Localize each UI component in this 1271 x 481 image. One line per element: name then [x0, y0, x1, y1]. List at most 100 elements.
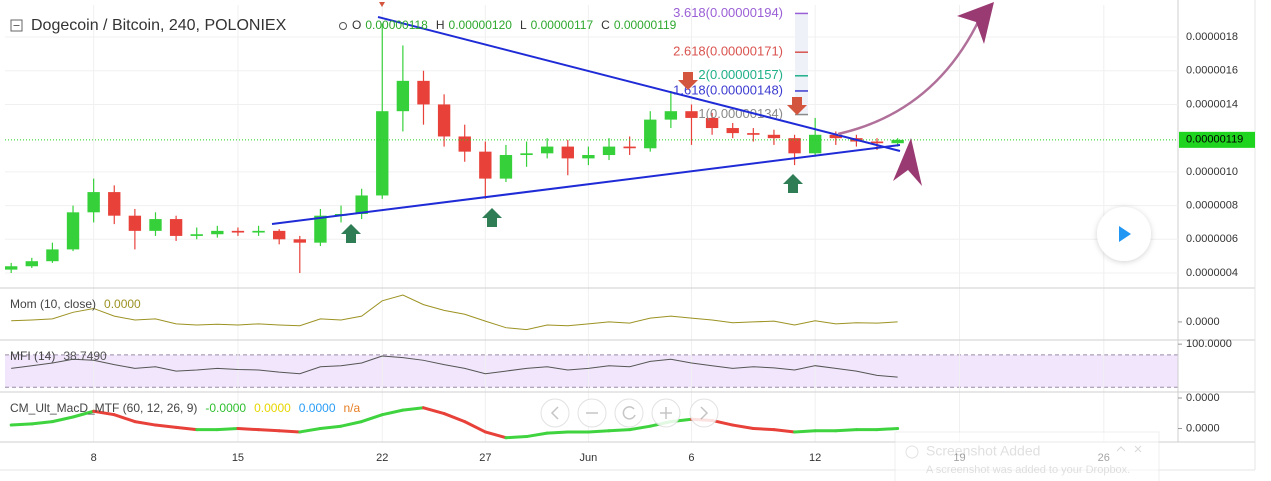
ohlc-value: 0.00000119 — [614, 18, 677, 32]
macd-segment — [793, 429, 817, 434]
candle-body — [108, 192, 121, 216]
candle-body — [747, 133, 760, 135]
scroll-right-button[interactable] — [689, 398, 719, 428]
x-tick-label: 15 — [232, 452, 244, 464]
candle-body — [829, 134, 842, 139]
candle-body — [169, 219, 183, 236]
indicator-value: n/a — [344, 401, 361, 415]
ohlc-value: 0.00000118 — [365, 18, 428, 32]
up-arrow — [783, 174, 803, 193]
indicator-legend: MFI (14) 38.7490 — [10, 349, 107, 363]
play-icon — [1119, 226, 1131, 242]
macd-segment — [483, 430, 508, 440]
notification: Screenshot Added A screenshot was added … — [894, 431, 1160, 481]
macd-segment — [607, 428, 632, 433]
candle-body — [25, 261, 38, 267]
candle-body — [66, 212, 80, 250]
x-tick-label: Jun — [580, 452, 598, 464]
fib-label: 2(0.00000157) — [698, 67, 783, 82]
trendline — [377, 16, 901, 152]
x-tick-label: 22 — [376, 452, 388, 464]
macd-segment — [9, 422, 34, 427]
candle-body — [561, 146, 574, 159]
macd-segment — [174, 425, 199, 432]
y-tick-label: 0.0000010 — [1186, 166, 1238, 178]
candle-body — [705, 117, 719, 129]
indicator-value: 0.0000 — [299, 401, 336, 415]
candle-body — [376, 111, 389, 196]
last-price-label: 0.00000119 — [1186, 134, 1243, 146]
ui-layer: Dogecoin / Bitcoin, 240, POLONIEX O 0.000… — [10, 17, 1160, 481]
projection-curve — [837, 17, 982, 136]
down-arrow — [379, 2, 385, 7]
candle-body — [540, 146, 554, 154]
macd-segment — [133, 420, 157, 427]
candle-body — [272, 230, 286, 240]
macd-segment — [834, 428, 858, 433]
macd-segment — [257, 428, 281, 433]
icon — [550, 406, 559, 420]
fib-band — [795, 13, 808, 115]
indicator-line — [11, 294, 898, 331]
candle-body — [726, 128, 739, 134]
indicator-title: Mom (10, close) — [10, 297, 96, 311]
candle-body — [664, 111, 678, 120]
notification-title: Screenshot Added — [926, 443, 1040, 459]
candle-body — [644, 119, 657, 149]
fib-label: 1(0.00000134) — [698, 106, 783, 121]
candle-body — [211, 230, 224, 235]
notification-icon — [905, 445, 919, 459]
fib-label: 2.618(0.00000171) — [673, 44, 783, 59]
notification-close[interactable] — [1116, 445, 1142, 453]
up-arrow — [482, 208, 502, 227]
macd-segment — [628, 424, 652, 432]
candle-body — [355, 195, 368, 215]
candle-body — [128, 215, 142, 231]
macd-segment — [504, 435, 529, 440]
candle-body — [417, 80, 430, 105]
macd-segment — [318, 424, 343, 430]
y-tick-label: 0.0000018 — [1186, 31, 1238, 43]
indicator-line — [11, 355, 898, 378]
scroll-left-button[interactable] — [540, 398, 570, 428]
up-arrow — [341, 224, 361, 243]
candle-body — [5, 266, 18, 270]
ohlc-key: L — [520, 18, 527, 32]
macd-segment — [339, 420, 364, 428]
trendline — [271, 144, 901, 225]
macd-segment — [30, 420, 54, 426]
candle-body — [252, 230, 265, 233]
reset-button[interactable] — [614, 398, 644, 428]
ohlc-value: 0.00000120 — [449, 18, 513, 32]
macd-segment — [731, 423, 755, 430]
indicator-legend: Mom (10, close) 0.0000 — [10, 297, 141, 311]
visibility-icon[interactable] — [339, 22, 347, 30]
macd-segment — [277, 429, 302, 434]
ohlc-key: O — [352, 18, 361, 32]
macd-segment — [71, 409, 96, 419]
x-tick-label: 27 — [479, 452, 491, 464]
macd-segment — [751, 427, 776, 432]
macd-segment — [442, 412, 467, 424]
indicator-title: MFI (14) — [10, 349, 55, 363]
macd-segment — [360, 413, 384, 424]
down-arrow — [678, 72, 698, 90]
indicator-legend: CM_Ult_MacD_MTF (60, 12, 26, 9) -0.0000 0.… — [10, 401, 361, 415]
x-tick-label: 8 — [91, 452, 97, 464]
candle-body — [767, 134, 781, 139]
macd-segment — [525, 431, 549, 439]
candle-body — [149, 219, 162, 231]
macd-segment — [586, 429, 611, 434]
y-tick-label: 0.0000 — [1186, 392, 1220, 404]
last-price-box — [1179, 131, 1255, 148]
candle-body — [479, 151, 492, 179]
ohlc-key: C — [601, 18, 610, 32]
candle-body — [293, 239, 306, 243]
ohlc-value: 0.00000117 — [531, 18, 594, 32]
y-tick-label: 0.0000008 — [1186, 199, 1238, 211]
notification-message: A screenshot was added to your Dropbox. — [926, 464, 1130, 476]
ohlc-values: O 0.00000118 H 0.00000120 L 0.00000117 C 0.0000… — [352, 18, 677, 32]
icon — [622, 406, 636, 420]
macd-segment — [463, 420, 487, 434]
